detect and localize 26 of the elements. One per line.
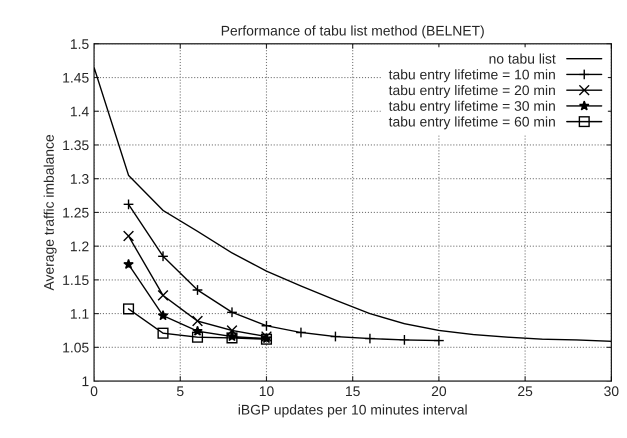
x-tick-label: 5 bbox=[176, 386, 184, 396]
x-tick-label: 0 bbox=[90, 386, 98, 396]
legend-label: no tabu list bbox=[490, 54, 556, 64]
legend-label: tabu entry lifetime = 60 min bbox=[388, 116, 555, 130]
x-tick-label: 30 bbox=[604, 386, 619, 396]
x-tick-label: 15 bbox=[346, 386, 360, 396]
x-tick-label: 25 bbox=[518, 386, 532, 396]
y-tick-label: 1.25 bbox=[63, 208, 89, 218]
y-tick-label: 1.45 bbox=[63, 73, 89, 83]
x-axis-title: iBGP updates per 10 minutes interval bbox=[238, 404, 467, 418]
y-tick-label: 1.15 bbox=[63, 275, 89, 286]
y-tick-label: 1 bbox=[82, 376, 89, 386]
y-tick-label: 1.5 bbox=[70, 39, 89, 49]
y-tick-label: 1.3 bbox=[70, 174, 89, 184]
x-tick-label: 20 bbox=[432, 386, 446, 396]
y-tick-label: 1.2 bbox=[70, 241, 88, 252]
y-tick-label: 1.1 bbox=[70, 309, 89, 319]
y-tick-label: 1.4 bbox=[70, 106, 89, 116]
legend-label: tabu entry lifetime = 10 min bbox=[388, 69, 555, 82]
legend-label: tabu entry lifetime = 30 min bbox=[388, 100, 555, 114]
y-tick-label: 1.05 bbox=[63, 342, 89, 353]
chart-title: Performance of tabu list method (BELNET) bbox=[222, 25, 484, 38]
y-tick-label: 1.35 bbox=[63, 140, 89, 150]
y-axis-title: Average traffic imbalance bbox=[44, 134, 57, 291]
legend-label: tabu entry lifetime = 20 min bbox=[388, 84, 555, 98]
x-tick-label: 10 bbox=[260, 386, 274, 396]
